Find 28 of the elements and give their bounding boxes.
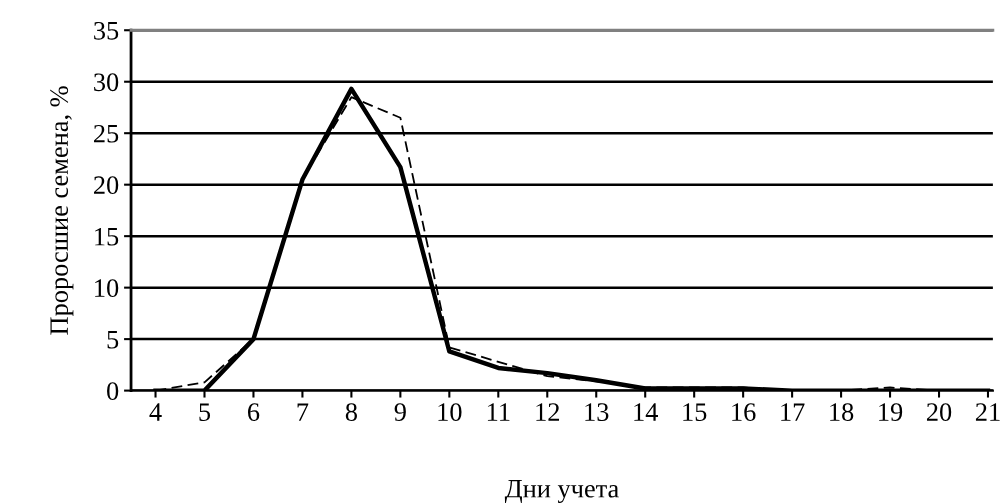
- x-tick-label: 15: [683, 403, 707, 421]
- x-tick-label: 14: [634, 403, 658, 421]
- y-tick-label: 30: [94, 73, 119, 92]
- x-tick-label: 17: [781, 403, 805, 421]
- x-tick-label: 9: [394, 403, 406, 421]
- y-tick-label: 20: [94, 176, 119, 195]
- x-tick-label: 13: [585, 403, 609, 421]
- y-tick-label: 25: [94, 124, 119, 143]
- x-tick-label: 11: [487, 403, 510, 421]
- x-tick-label: 20: [926, 403, 952, 421]
- x-tick-label: 7: [297, 403, 309, 421]
- y-tick-label: 0: [107, 382, 119, 401]
- y-tick-label: 10: [95, 279, 119, 298]
- x-tick-label: 12: [536, 403, 560, 421]
- y-axis-title: Проросшие семена, %: [50, 86, 74, 335]
- x-tick-label: 16: [732, 403, 756, 421]
- x-tick-label: 19: [879, 403, 903, 421]
- x-axis-title: Дни учета: [504, 480, 619, 504]
- x-tick-label: 6: [248, 403, 260, 421]
- x-tick-label: 21: [975, 403, 1000, 421]
- y-tick-label: 5: [107, 331, 119, 349]
- y-tick-label: 15: [95, 227, 119, 246]
- x-tick-label: 5: [199, 403, 211, 421]
- x-tick-label: 18: [830, 403, 854, 421]
- x-tick-label: 8: [345, 403, 357, 421]
- x-tick-label: 10: [438, 403, 462, 421]
- x-tick-label: 4: [149, 403, 162, 421]
- y-tick-label: 35: [94, 21, 119, 40]
